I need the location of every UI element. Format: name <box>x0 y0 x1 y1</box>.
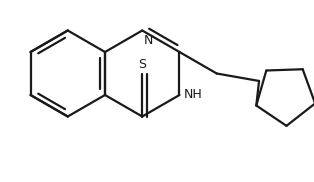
Text: S: S <box>138 58 146 70</box>
Text: N: N <box>144 35 154 48</box>
Text: NH: NH <box>183 88 202 100</box>
